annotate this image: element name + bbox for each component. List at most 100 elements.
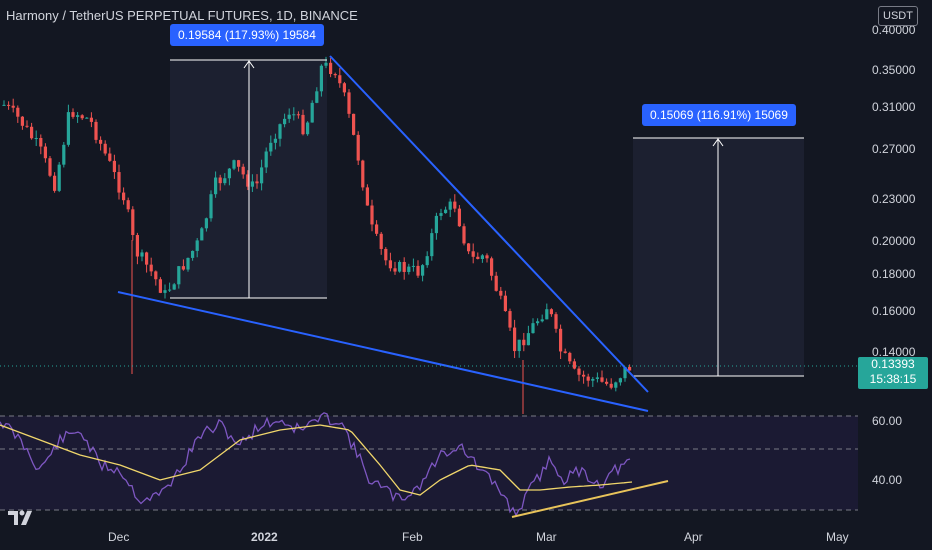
candle-body: [563, 351, 567, 353]
candle-body: [439, 213, 443, 216]
candle-body: [411, 265, 415, 267]
currency-button[interactable]: USDT: [878, 6, 918, 26]
candle-body: [135, 235, 139, 257]
candle-body: [471, 251, 475, 257]
price-axis[interactable]: 0.40000 0.35000 0.31000 0.27000 0.23000 …: [872, 23, 916, 359]
price-tick: 0.16000: [872, 304, 916, 318]
candle-body: [158, 279, 162, 293]
candle-body: [53, 175, 57, 191]
upper-trendline[interactable]: [329, 55, 649, 393]
tradingview-logo-icon[interactable]: [6, 505, 42, 529]
candle-body: [269, 142, 273, 152]
chart-title: Harmony / TetherUS PERPETUAL FUTURES, 1D…: [6, 8, 358, 23]
candle-body: [186, 257, 190, 270]
candle-body: [591, 378, 595, 381]
candle-body: [503, 295, 507, 312]
candle-body: [2, 104, 6, 106]
candle-body: [255, 181, 259, 184]
time-tick: 2022: [251, 530, 278, 544]
candle-body: [434, 215, 438, 234]
rsi-support-line[interactable]: [511, 480, 669, 518]
candle-body: [398, 261, 402, 272]
candle-body: [89, 117, 93, 122]
candle-body: [292, 114, 296, 116]
left-measure-label: 0.19584 (117.93%) 19584: [170, 24, 324, 46]
candle-body: [531, 323, 535, 334]
time-tick: Mar: [536, 530, 557, 544]
candle-body: [315, 91, 319, 103]
candle-body: [582, 374, 586, 377]
candle-body: [586, 376, 590, 381]
candle-body: [122, 192, 126, 201]
candle-body: [181, 266, 185, 270]
current-price: 0.13393: [871, 357, 915, 371]
candle-body: [200, 228, 204, 241]
lower-trendline[interactable]: [117, 291, 649, 412]
candle-body: [48, 158, 52, 176]
candle-body: [34, 138, 38, 140]
price-tick: 0.23000: [872, 192, 916, 206]
rsi-axis[interactable]: 60.00 40.00: [872, 414, 902, 487]
candle-body: [614, 382, 618, 388]
bar-countdown: 15:38:15: [869, 372, 917, 386]
candle-body: [577, 368, 581, 375]
candle-body: [204, 218, 208, 229]
rsi-tick: 40.00: [872, 473, 902, 487]
candle-body: [467, 243, 471, 252]
candle-body: [310, 102, 314, 123]
candle-body: [526, 333, 530, 346]
candle-body: [278, 124, 282, 139]
candle-body: [462, 226, 466, 244]
candle-body: [11, 105, 15, 108]
candle-body: [407, 266, 411, 272]
candle-body: [517, 339, 521, 352]
time-tick: Feb: [402, 530, 423, 544]
candle-body: [218, 177, 222, 184]
candle-body: [62, 144, 66, 165]
candle-body: [549, 309, 553, 315]
candle-body: [540, 319, 544, 322]
rsi-moving-average: [0, 424, 633, 496]
candle-body: [168, 289, 172, 291]
candle-body: [39, 138, 43, 147]
candle-body: [99, 139, 103, 144]
candle-body: [145, 252, 149, 265]
candle-body: [554, 314, 558, 329]
candle-body: [223, 178, 227, 184]
candle-body: [609, 383, 613, 388]
time-tick: May: [826, 530, 849, 544]
candle-body: [485, 255, 489, 259]
current-price-badge: 0.13393 15:38:15: [858, 357, 928, 389]
candle-body: [260, 167, 264, 184]
candle-body: [333, 74, 337, 76]
candle-body: [402, 261, 406, 272]
candle-body: [30, 126, 34, 139]
time-axis[interactable]: Dec 2022 Feb Mar Apr May: [108, 530, 849, 544]
candle-body: [499, 290, 503, 296]
candle-body: [117, 172, 121, 193]
candle-body: [112, 160, 116, 173]
candle-body: [209, 194, 213, 219]
candle-body: [108, 153, 112, 161]
candle-body: [628, 366, 632, 371]
candle-body: [448, 201, 452, 210]
candle-body: [384, 248, 388, 261]
candle-body: [365, 187, 369, 206]
candle-body: [430, 233, 434, 257]
candle-body: [273, 138, 277, 143]
candle-body: [103, 143, 107, 154]
candle-body: [191, 250, 195, 258]
price-tick: 0.20000: [872, 234, 916, 248]
candle-body: [149, 264, 153, 272]
candle-body: [568, 352, 572, 362]
candle-body: [172, 284, 176, 290]
right-arrow-head-icon: [712, 138, 724, 147]
candle-body: [301, 114, 305, 135]
candle-body: [618, 378, 622, 383]
candle-body: [600, 377, 604, 382]
right-measure-label: 0.15069 (116.91%) 15069: [642, 104, 796, 126]
candle-body: [25, 125, 29, 127]
candle-body: [76, 115, 80, 117]
price-tick: 0.27000: [872, 142, 916, 156]
